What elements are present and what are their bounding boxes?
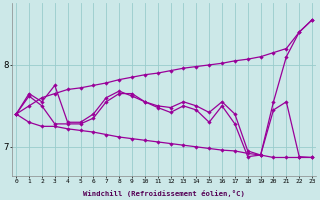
X-axis label: Windchill (Refroidissement éolien,°C): Windchill (Refroidissement éolien,°C) [83, 190, 245, 197]
